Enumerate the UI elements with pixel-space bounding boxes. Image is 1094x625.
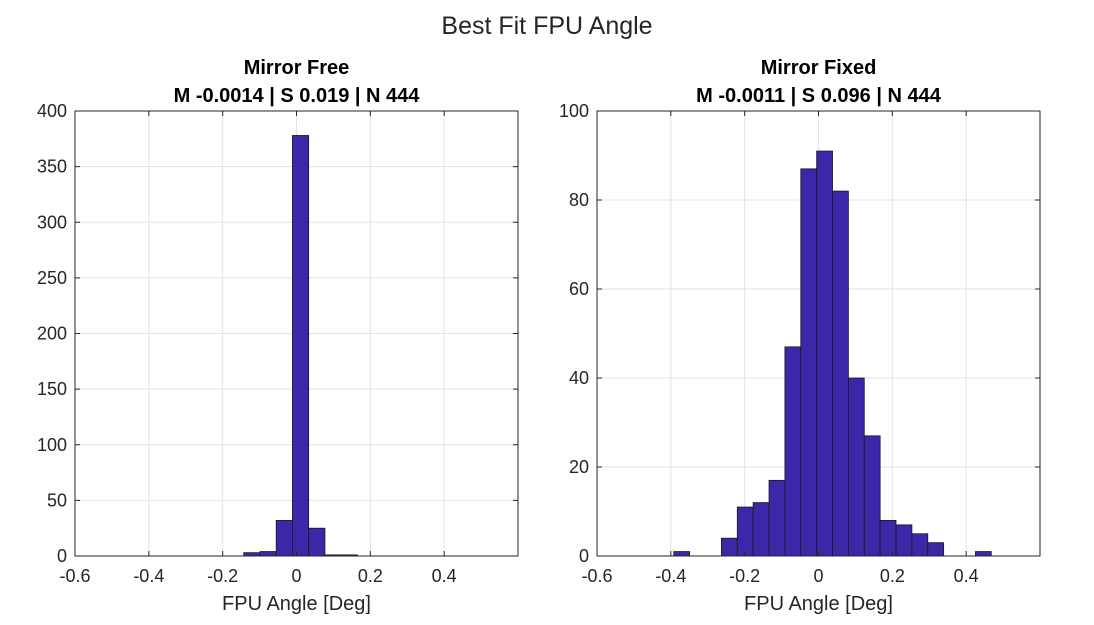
right-x-tick-label: 0 (813, 566, 823, 586)
right-x-tick-label: 0.4 (954, 566, 979, 586)
right-panel-title: Mirror Fixed M -0.0011 | S 0.096 | N 444 (597, 54, 1040, 110)
right-histogram-bar (784, 346, 802, 557)
right-histogram-bar (768, 479, 786, 557)
left-x-tick-label: -0.6 (59, 566, 90, 586)
left-histogram-bar (292, 135, 310, 557)
right-histogram-bar (721, 537, 738, 557)
left-x-tick-label: 0.4 (432, 566, 457, 586)
left-y-tick-label: 400 (37, 101, 67, 121)
left-y-tick-label: 150 (37, 379, 67, 399)
left-y-tick-label: 350 (37, 157, 67, 177)
right-histogram-bar (832, 190, 849, 557)
left-x-axis-label: FPU Angle [Deg] (222, 593, 371, 615)
left-panel-title-line1: Mirror Free (243, 57, 350, 79)
figure-title: Best Fit FPU Angle (441, 12, 653, 40)
right-histogram-bar (911, 533, 929, 557)
right-histogram-bar (879, 520, 897, 557)
right-histogram-bar (974, 551, 992, 557)
right-histogram-bar (895, 524, 913, 557)
right-histogram-bar (848, 377, 865, 557)
left-x-tick-label: -0.2 (207, 566, 238, 586)
left-x-tick-label: 0.2 (358, 566, 383, 586)
left-y-tick-label: 300 (37, 212, 67, 232)
left-y-tick-label: 0 (57, 546, 67, 566)
left-panel-title: Mirror Free M -0.0014 | S 0.019 | N 444 (75, 54, 518, 110)
right-histogram-bar (863, 435, 881, 557)
right-histogram-bar (736, 506, 754, 557)
right-x-tick-label: -0.4 (655, 566, 686, 586)
right-y-tick-label: 100 (559, 101, 589, 121)
left-panel-stats: M -0.0014 | S 0.019 | N 444 (173, 85, 420, 107)
right-x-tick-label: -0.2 (729, 566, 760, 586)
right-y-tick-label: 80 (569, 190, 589, 210)
right-x-tick-label: 0.2 (880, 566, 905, 586)
left-x-tick-label: 0 (291, 566, 301, 586)
left-histogram-bar (243, 552, 261, 557)
right-histogram: -0.6 -0.4 -0.2 0 0.2 0.4 0 20 40 60 80 100 (559, 101, 1041, 586)
right-histogram-bar (673, 551, 691, 557)
right-y-tick-label: 20 (569, 457, 589, 477)
left-histogram-bar (275, 520, 293, 557)
right-panel-title-line1: Mirror Fixed (760, 57, 877, 79)
right-histogram-bar (800, 168, 818, 557)
right-histogram-bar (816, 150, 833, 557)
left-histogram: -0.6 -0.4 -0.2 0 0.2 0.4 0 50 100 150 200 250 300 350… (37, 101, 519, 586)
left-y-tick-label: 250 (37, 268, 67, 288)
left-histogram-bar (308, 527, 326, 557)
right-y-tick-label: 40 (569, 368, 589, 388)
left-y-tick-label: 100 (37, 435, 67, 455)
right-x-tick-label: -0.6 (581, 566, 612, 586)
left-histogram-bar (259, 551, 277, 557)
right-panel-stats: M -0.0011 | S 0.096 | N 444 (696, 85, 941, 107)
left-x-tick-label: -0.4 (133, 566, 164, 586)
right-y-tick-label: 0 (579, 546, 589, 566)
left-y-tick-label: 50 (47, 490, 67, 510)
right-x-axis-label: FPU Angle [Deg] (744, 593, 893, 615)
right-y-tick-label: 60 (569, 279, 589, 299)
right-histogram-bar (752, 502, 770, 557)
left-y-tick-label: 200 (37, 324, 67, 344)
right-histogram-bar (927, 542, 945, 557)
